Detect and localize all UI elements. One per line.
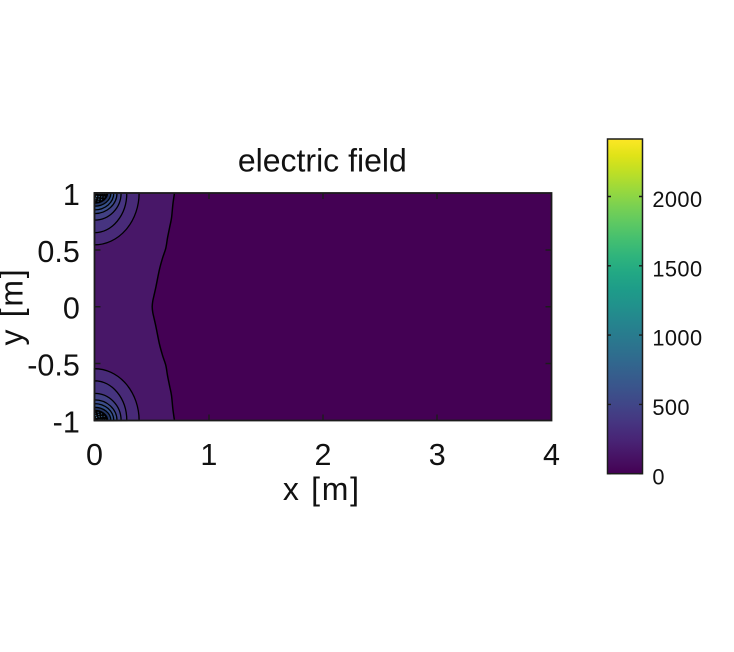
- svg-text:1500: 1500: [652, 256, 702, 281]
- svg-text:0.5: 0.5: [37, 235, 79, 269]
- svg-text:1: 1: [63, 178, 80, 212]
- svg-text:3: 3: [429, 438, 446, 472]
- svg-text:4: 4: [543, 438, 560, 472]
- svg-text:0: 0: [652, 464, 665, 489]
- svg-text:500: 500: [652, 395, 690, 420]
- svg-text:0: 0: [86, 438, 103, 472]
- svg-text:2: 2: [315, 438, 332, 472]
- svg-text:1000: 1000: [652, 326, 702, 351]
- svg-text:y [m]: y [m]: [0, 268, 29, 346]
- svg-text:2000: 2000: [652, 187, 702, 212]
- svg-text:x [m]: x [m]: [283, 471, 361, 507]
- svg-text:1: 1: [200, 438, 217, 472]
- svg-text:electric field: electric field: [238, 143, 407, 179]
- svg-text:0: 0: [63, 292, 80, 326]
- svg-text:-0.5: -0.5: [27, 348, 80, 382]
- svg-text:-1: -1: [53, 405, 80, 439]
